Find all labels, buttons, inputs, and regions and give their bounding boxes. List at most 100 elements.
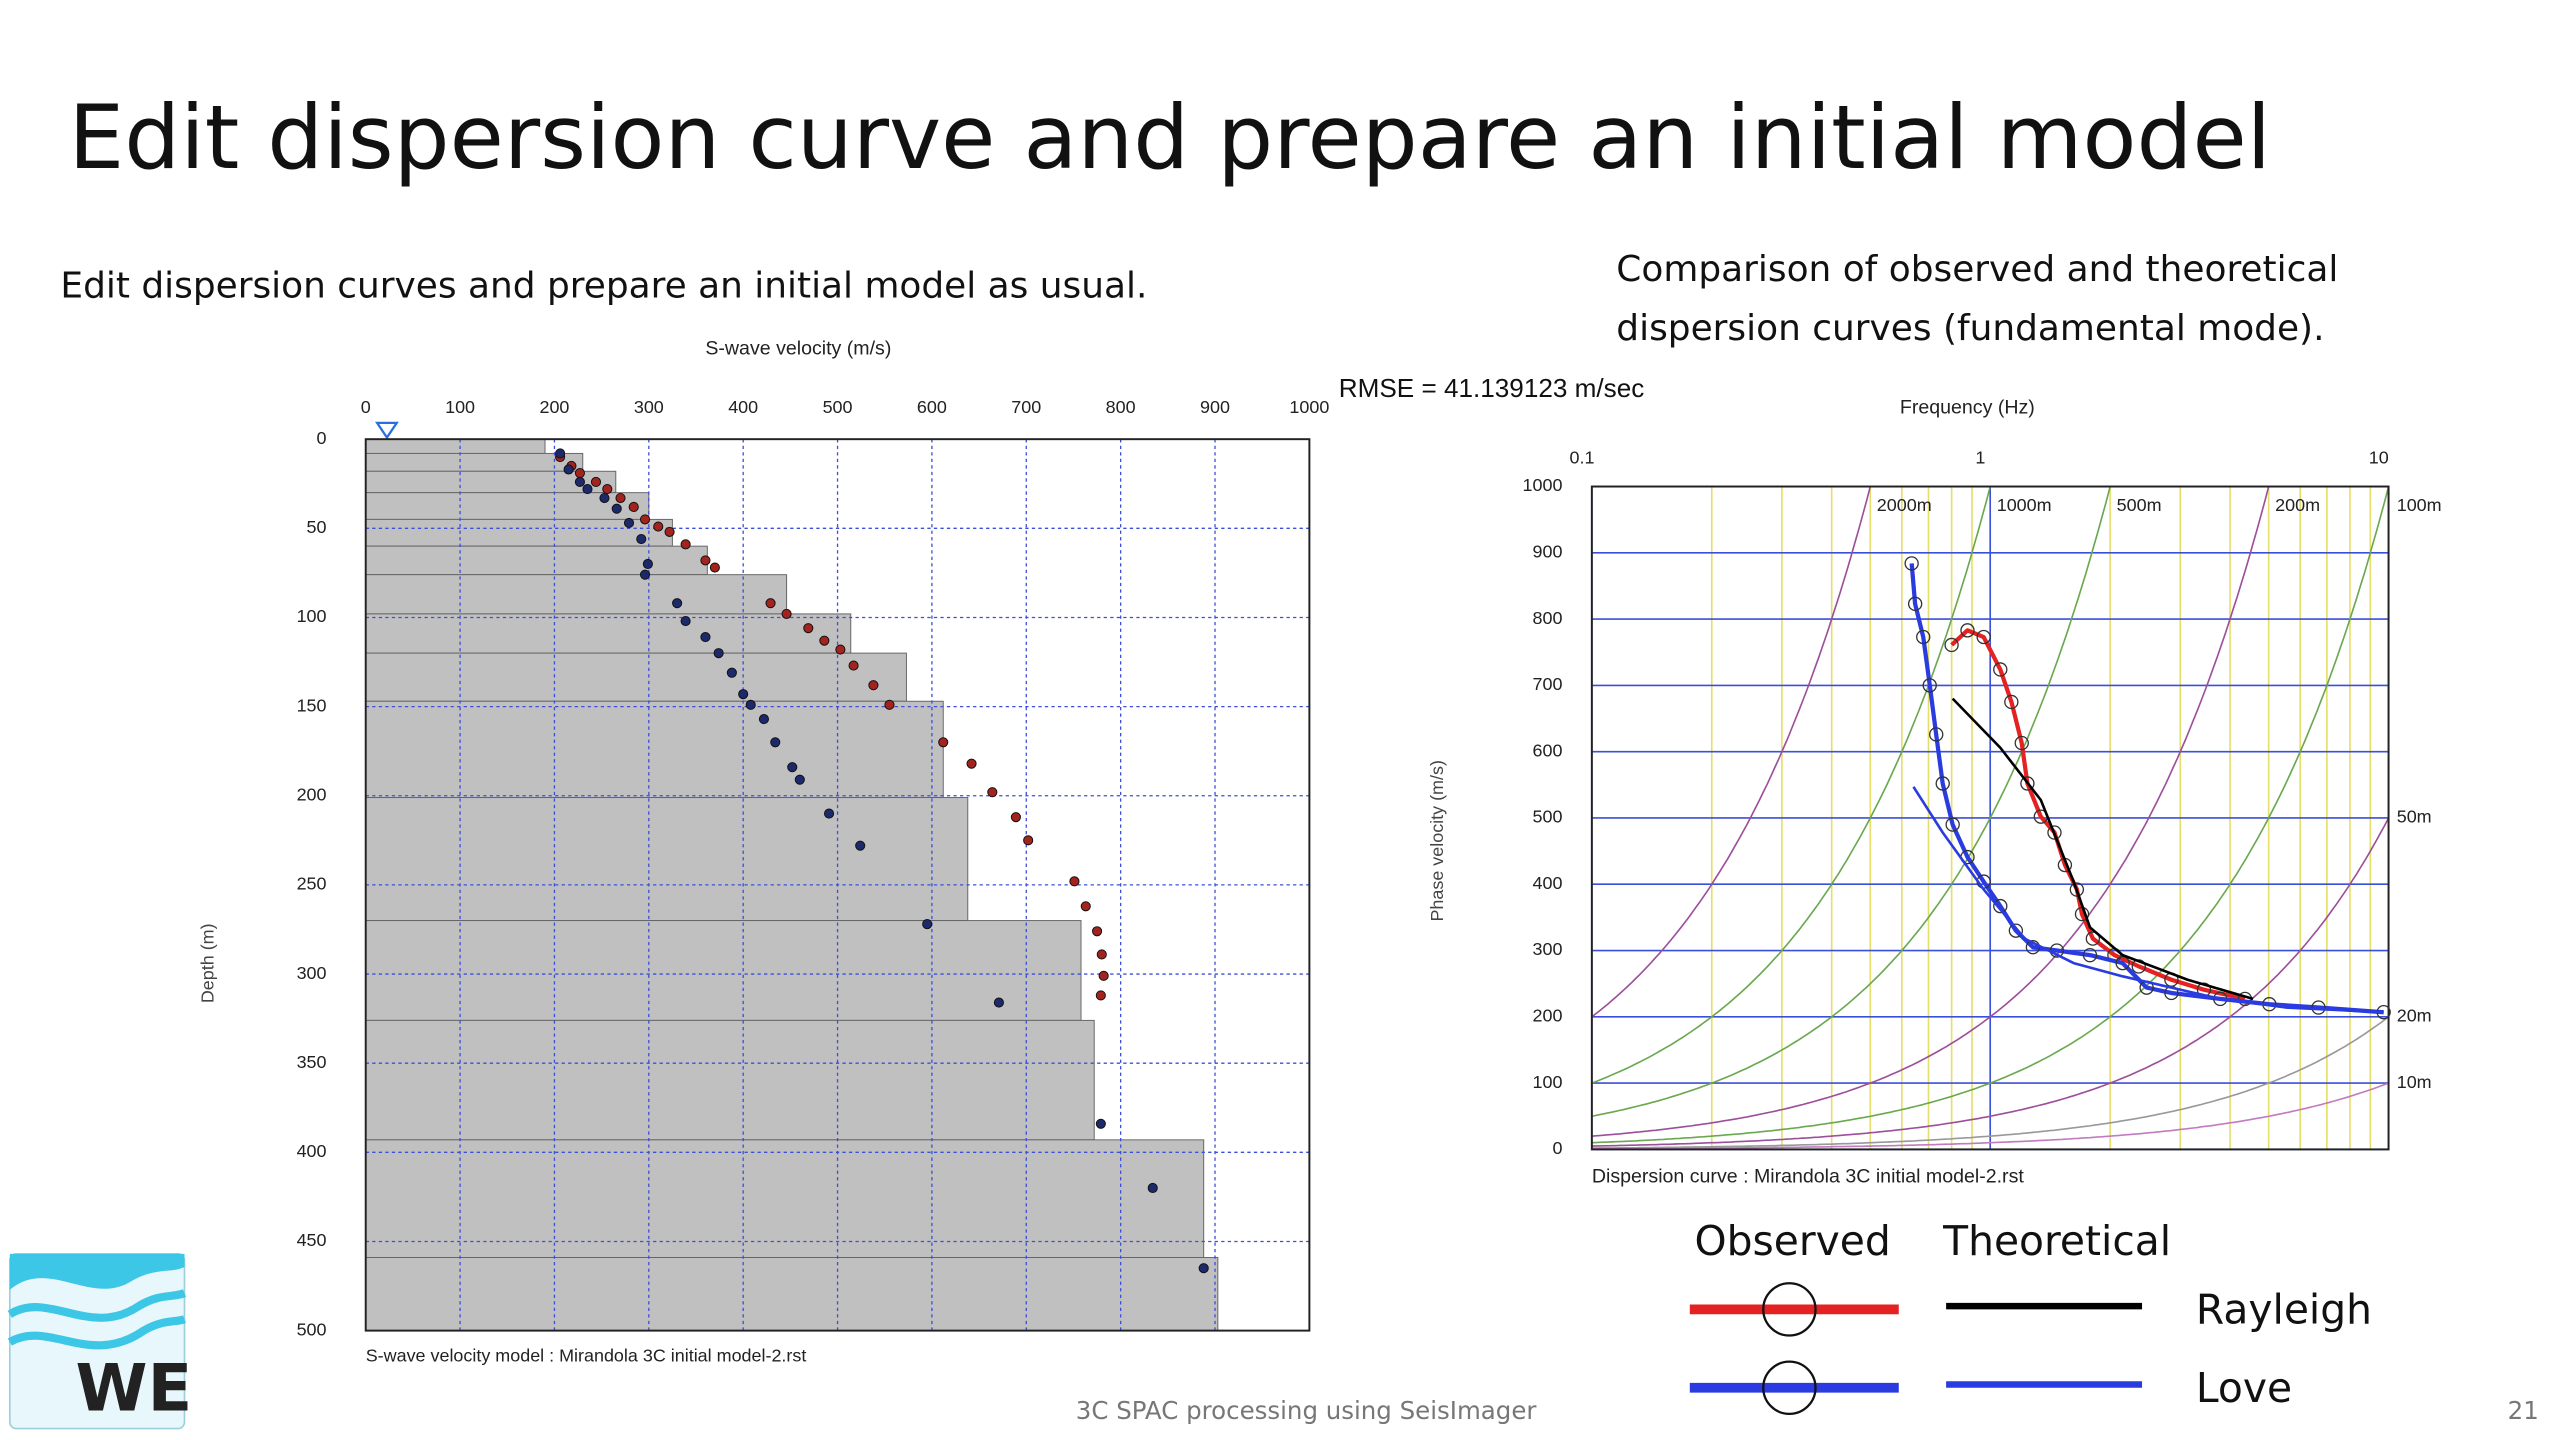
observed-point	[2085, 931, 2101, 946]
x-tick-label: 10	[2369, 448, 2389, 468]
data-point	[664, 526, 675, 537]
model-layer	[365, 1257, 1219, 1332]
data-point	[709, 562, 720, 573]
chart-caption: Dispersion curve : Mirandola 3C initial …	[1592, 1165, 2025, 1187]
wavelength-label: 200m	[2275, 495, 2320, 515]
wavelength-curve	[1591, 1082, 2389, 1150]
y-tick-label: 500	[1533, 807, 1563, 827]
y-tick-label: 100	[1533, 1072, 1563, 1092]
wavelength-label: 10m	[2397, 1072, 2432, 1092]
annotation: RMSE = 41.139123 m/sec	[1339, 373, 1645, 403]
observed-point	[1922, 678, 1937, 693]
model-layer	[365, 545, 708, 576]
wavelength-curve	[1591, 1016, 2389, 1149]
observed-point	[1993, 898, 2008, 914]
logo-wave	[7, 1289, 187, 1322]
y-tick-label: 1000	[1523, 475, 1563, 495]
model-layer	[365, 1019, 1095, 1141]
x-tick-label: 300	[634, 397, 664, 417]
observed-point	[2115, 955, 2130, 971]
y-tick-label: 500	[297, 1319, 327, 1339]
y-tick-label: 400	[1533, 873, 1563, 893]
wavelength-curve	[1591, 486, 1872, 1018]
data-point	[787, 762, 798, 773]
legend-column-label: Theoretical	[1942, 1217, 2171, 1265]
observed-point	[2020, 776, 2035, 791]
plot-frame	[364, 438, 1311, 1332]
data-point	[1080, 901, 1091, 912]
model-layer	[365, 797, 969, 922]
x-tick-label: 900	[1200, 397, 1230, 417]
data-point	[819, 635, 830, 646]
chart-caption: S-wave velocity model : Mirandola 3C ini…	[366, 1345, 807, 1365]
data-point	[726, 667, 737, 678]
wavelength-label: 500m	[2117, 495, 2162, 515]
wavelength-curve	[1591, 486, 2270, 1137]
y-axis-label: Phase velocity (m/s)	[1427, 760, 1447, 921]
depth-profile-chart: 0 100 200 300 400 500 600 700 800 900 1000 0 50 100 15…	[198, 338, 1330, 1366]
wavelength-label: 2000m	[1877, 495, 1932, 515]
data-point	[653, 521, 664, 532]
y-tick-label: 100	[297, 606, 327, 626]
model-layer	[365, 613, 852, 654]
observed-point	[1935, 776, 1950, 791]
wavelength-curve	[1591, 486, 1992, 1084]
model-layer	[365, 920, 1082, 1021]
logo-text: WE	[76, 1351, 193, 1427]
y-tick-label: 250	[297, 874, 327, 894]
observed-point	[2047, 825, 2062, 840]
data-point	[966, 758, 977, 769]
data-point	[574, 467, 585, 479]
legend: Observed Theoretical Rayleigh Love	[1689, 1217, 2372, 1416]
observed-point	[2014, 735, 2029, 751]
wavelength-curve	[1591, 817, 2389, 1147]
data-point	[987, 787, 998, 798]
logo: WE	[7, 1253, 193, 1430]
model-layer	[365, 438, 546, 454]
data-point	[884, 699, 895, 710]
legend-swatch	[1762, 1282, 1817, 1337]
data-point	[639, 514, 651, 525]
data-point	[1095, 990, 1106, 1001]
data-point	[680, 539, 691, 550]
data-point	[868, 680, 879, 691]
y-tick-label: 0	[317, 428, 327, 448]
data-point	[1095, 1118, 1106, 1129]
model-layer	[365, 452, 584, 472]
observed-point	[1960, 623, 1975, 638]
slide-title: Edit dispersion curve and prepare an ini…	[69, 86, 2272, 189]
data-point	[599, 492, 610, 504]
observed-point	[2082, 947, 2098, 963]
theoretical-curve	[1912, 786, 2384, 1014]
x-tick-label: 200	[539, 397, 569, 417]
data-point	[1069, 876, 1080, 887]
data-point	[574, 476, 585, 488]
data-point	[758, 714, 770, 725]
plot-frame	[1590, 485, 2390, 1151]
y-tick-label: 50	[307, 517, 327, 537]
data-point	[770, 737, 781, 748]
data-point	[738, 689, 749, 700]
legend-label: Rayleigh	[2196, 1286, 2372, 1334]
data-point	[835, 644, 846, 655]
water-table-symbol	[375, 421, 399, 440]
data-point	[745, 699, 756, 710]
wavelength-label: 100m	[2397, 495, 2442, 515]
observed-point	[1929, 727, 1944, 742]
y-tick-label: 400	[297, 1141, 327, 1161]
data-point	[922, 919, 933, 930]
y-tick-label: 150	[297, 695, 327, 715]
x-tick-label: 600	[917, 397, 947, 417]
y-tick-label: 200	[1533, 1006, 1563, 1026]
data-point	[1096, 949, 1107, 960]
model-layer	[365, 652, 907, 702]
data-point	[700, 632, 711, 643]
y-tick-label: 200	[297, 784, 327, 804]
observed-point	[2008, 923, 2024, 938]
x-axis-label: S-wave velocity (m/s)	[705, 338, 891, 360]
observed-point	[1907, 596, 1923, 612]
logo-wave	[9, 1253, 185, 1290]
observed-point	[2069, 882, 2085, 897]
data-point	[993, 997, 1004, 1008]
data-point	[680, 615, 691, 627]
